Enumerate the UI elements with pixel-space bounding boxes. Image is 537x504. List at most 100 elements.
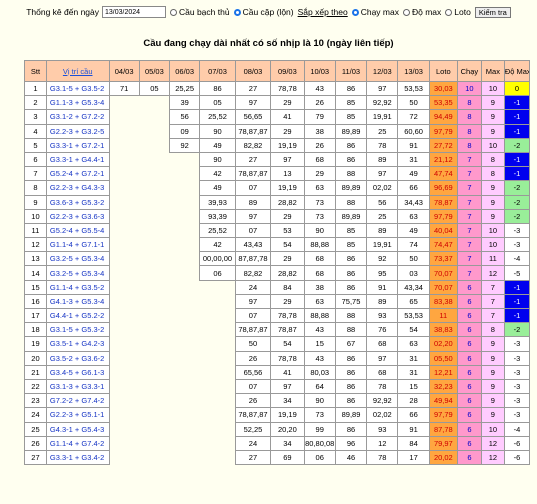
chay-value: 6: [456, 336, 482, 352]
do-max-value: -2: [503, 208, 531, 224]
position-link[interactable]: G2.2-3 + G3.6-3: [45, 208, 110, 224]
position-link[interactable]: G5.2-4 + G7.2-1: [45, 166, 110, 182]
position-link[interactable]: G3.1-2 + G7.2-2: [45, 109, 110, 125]
day-value: 38: [303, 123, 336, 139]
day-value: 19,19: [270, 407, 305, 423]
position-link[interactable]: G1.1-4 + G3.5-2: [45, 279, 110, 295]
position-link[interactable]: G1.1-4 + G7.1-1: [45, 237, 110, 253]
empty-cell: [139, 280, 170, 295]
position-link[interactable]: G3.2-5 + G5.3-4: [45, 265, 110, 281]
empty-cell: [139, 450, 170, 465]
position-link[interactable]: G3.5-1 + G4.2-3: [45, 336, 110, 352]
column-header-vi-tri[interactable]: Vị trí cầu: [45, 60, 110, 82]
position-link[interactable]: G3.4-5 + G6.1-3: [45, 364, 110, 380]
day-value: 29: [270, 251, 305, 267]
day-value: 66: [397, 180, 430, 196]
row-number: 13: [24, 251, 47, 267]
date-input[interactable]: [102, 6, 166, 18]
sort-label[interactable]: Sắp xếp theo: [297, 7, 348, 17]
position-link[interactable]: G3.5-2 + G3.6-2: [45, 350, 110, 366]
day-value: 71: [108, 80, 140, 97]
option-cap-lon[interactable]: Cầu cặp (lộn): [233, 7, 294, 17]
day-value: 07: [234, 180, 272, 196]
sort-chay-max[interactable]: Chạy max: [351, 7, 399, 17]
position-link[interactable]: G1.1-4 + G7.4-2: [45, 435, 110, 451]
position-link[interactable]: G4.4-1 + G5.2-2: [45, 307, 110, 324]
day-value: 24: [234, 435, 272, 451]
chay-value: 10: [456, 80, 482, 97]
chay-value: 6: [456, 322, 482, 338]
empty-cell: [109, 436, 140, 451]
day-value: 05: [199, 95, 236, 111]
row-number: 6: [24, 151, 47, 168]
position-link[interactable]: G3.3-1 + G7.2-1: [45, 137, 110, 153]
day-value: 68: [303, 265, 336, 281]
day-value: 89: [234, 194, 272, 210]
position-link[interactable]: G2.2-3 + G4.3-3: [45, 180, 110, 196]
day-value: 92: [168, 137, 201, 153]
day-value: 97: [234, 208, 272, 224]
sort-do-max[interactable]: Độ max: [402, 7, 442, 17]
radio-selected-icon[interactable]: [233, 8, 241, 16]
day-value: 31: [397, 364, 430, 380]
day-value: 82,82: [234, 265, 272, 281]
position-link[interactable]: G5.2-4 + G5.5-4: [45, 222, 110, 239]
date-label: Thống kê đến ngày: [26, 7, 99, 17]
position-link[interactable]: G3.3-1 + G4.4-1: [45, 151, 110, 168]
position-link[interactable]: G3.6-3 + G5.3-2: [45, 194, 110, 210]
loto-value: 97,79: [428, 123, 458, 139]
position-link[interactable]: G3.1-3 + G3.3-1: [45, 378, 110, 395]
position-link[interactable]: G2.2-3 + G5.1-1: [45, 407, 110, 423]
chay-value: 7: [456, 180, 482, 196]
position-link[interactable]: G4.1-3 + G5.3-4: [45, 293, 110, 310]
day-value: 07: [234, 378, 272, 395]
position-link[interactable]: G2.2-3 + G3.2-5: [45, 123, 110, 139]
radio-icon[interactable]: [402, 8, 410, 16]
day-value: 89,89: [334, 407, 368, 423]
chay-value: 7: [456, 251, 482, 267]
empty-cell: [199, 336, 236, 352]
sort-option-label: Độ max: [411, 7, 442, 17]
position-link[interactable]: G3.3-1 + G3.4-2: [45, 449, 110, 466]
table-row: 17 G4.4-1 + G5.2-2 07 78,78 88,88 88 93 53,53 11…: [24, 307, 531, 324]
empty-cell: [169, 195, 200, 210]
day-value: 89: [366, 293, 399, 310]
max-value: 7: [480, 307, 505, 324]
day-value: 78,87,87: [234, 123, 272, 139]
day-value: 02,02: [366, 180, 399, 196]
empty-cell: [199, 280, 236, 295]
empty-cell: [139, 251, 170, 266]
loto-value: 40,04: [428, 222, 458, 239]
day-value: 26: [234, 393, 272, 409]
day-value: 93,39: [199, 208, 236, 224]
empty-cell: [169, 336, 200, 352]
position-link[interactable]: G3.2-5 + G5.3-4: [45, 251, 110, 267]
check-button[interactable]: Kiểm tra: [474, 6, 511, 18]
radio-selected-icon[interactable]: [351, 8, 359, 16]
day-value: 85: [334, 237, 368, 253]
radio-icon[interactable]: [445, 8, 453, 16]
empty-cell: [169, 280, 200, 295]
position-link[interactable]: G4.3-1 + G5.4-3: [45, 421, 110, 437]
day-value: 92: [366, 251, 399, 267]
table-row: 24 G2.2-3 + G5.1-1 78,87,87 19,19 73 89,89 02,…: [24, 407, 531, 423]
day-value: 53,53: [397, 307, 430, 324]
loto-value: 70,07: [428, 265, 458, 281]
do-max-value: -1: [503, 95, 531, 111]
max-value: 12: [480, 449, 505, 466]
day-value: 27: [234, 80, 272, 97]
option-bach-thu[interactable]: Cầu bạch thủ: [170, 7, 230, 17]
day-value: 66: [397, 407, 430, 423]
empty-cell: [109, 294, 140, 309]
position-link[interactable]: G7.2-2 + G7.4-2: [45, 393, 110, 409]
sort-loto[interactable]: Loto: [445, 7, 471, 17]
position-link[interactable]: G1.1-3 + G5.3-4: [45, 95, 110, 111]
radio-icon[interactable]: [170, 8, 177, 16]
position-link[interactable]: G3.1-5 + G5.3-2: [45, 322, 110, 338]
table-row: 26 G1.1-4 + G7.4-2 24 34 80,80,08 96 12 84 79,97…: [24, 435, 531, 451]
day-value: 85: [334, 109, 368, 125]
day-value: 78,78: [270, 307, 305, 324]
empty-cell: [169, 365, 200, 380]
day-value: 00,00,00: [199, 251, 236, 267]
position-link[interactable]: G3.1-5 + G3.5-2: [45, 80, 110, 97]
